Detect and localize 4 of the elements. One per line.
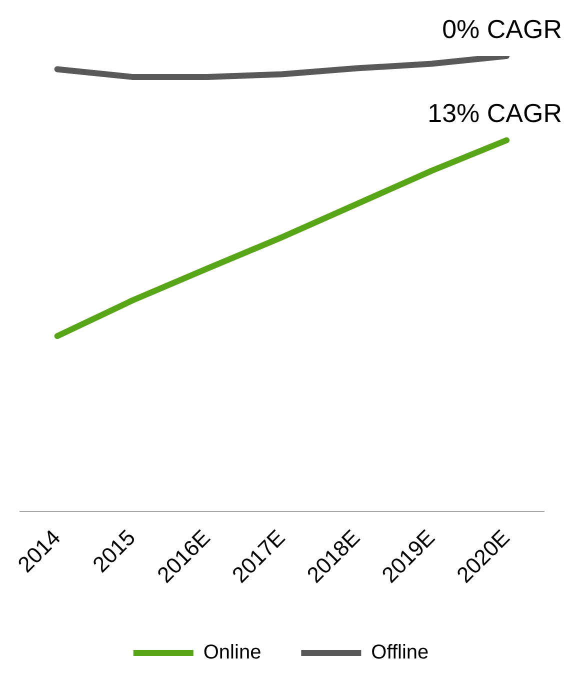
legend-label: Online [203, 642, 262, 664]
annotation: 0% CAGR [442, 14, 562, 44]
legend-label: Offline [371, 642, 429, 664]
annotation: 13% CAGR [428, 98, 562, 128]
